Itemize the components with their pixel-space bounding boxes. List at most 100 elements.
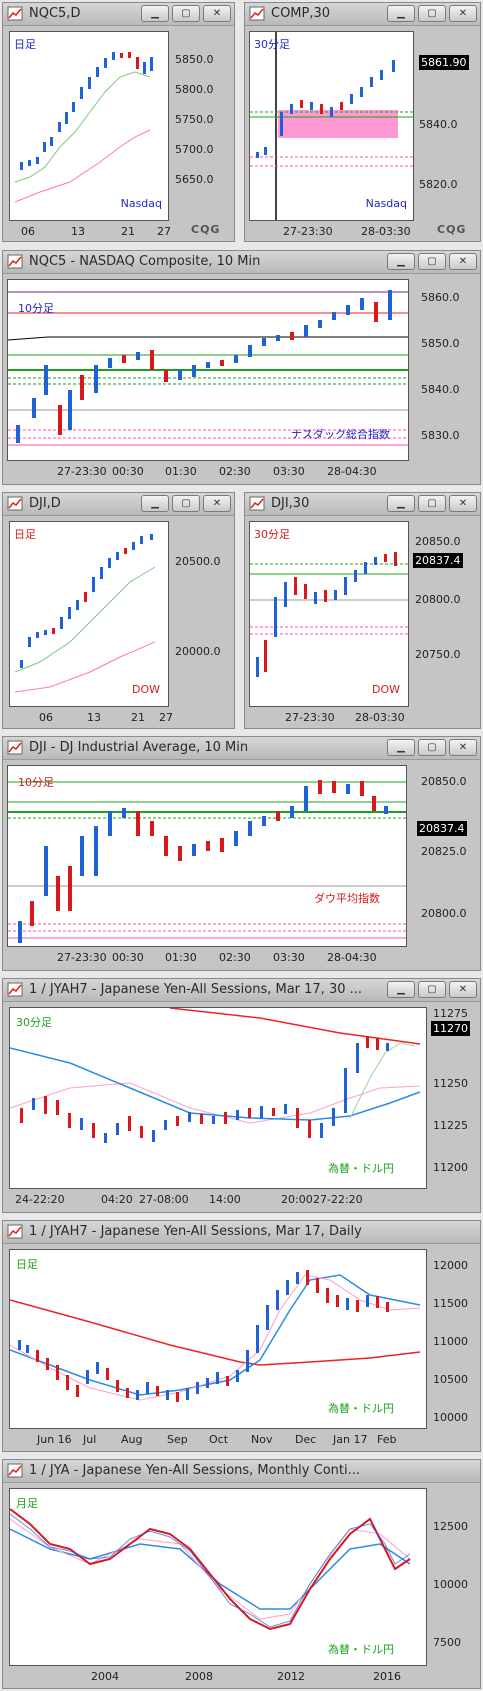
cqg-logo: CQG <box>437 223 467 236</box>
x-tick: 01:30 <box>165 951 197 964</box>
window-comp-30min[interactable]: COMP,30 ▁ ▢ ✕ <box>244 2 481 242</box>
chart-plot[interactable]: 月足 為替・ドル円 <box>9 1488 427 1666</box>
x-axis: 27-23:30 28-03:30 <box>249 223 414 241</box>
minimize-button[interactable]: ▁ <box>141 5 169 22</box>
minimize-button[interactable]: ▁ <box>141 495 169 512</box>
x-tick: 21 <box>121 225 135 238</box>
candles <box>20 52 153 170</box>
maximize-button[interactable]: ▢ <box>418 495 446 512</box>
window-jya-monthly[interactable]: 1 / JYA - Japanese Yen-All Sessions, Mon… <box>2 1459 481 1689</box>
title-bar[interactable]: NQC5,D ▁ ▢ ✕ <box>3 3 234 26</box>
window-title: 1 / JYAH7 - Japanese Yen-All Sessions, M… <box>29 982 363 997</box>
x-tick: 27 <box>157 225 171 238</box>
chart-plot[interactable]: 30分足 Nasdaq <box>249 31 414 221</box>
chart-plot[interactable]: 10分足 ナスダック総合指数 <box>7 279 409 461</box>
x-tick: 2008 <box>185 1670 213 1683</box>
window-nqc5-daily[interactable]: NQC5,D ▁ ▢ ✕ <box>2 2 235 242</box>
price-chart <box>10 1508 411 1631</box>
maximize-button[interactable]: ▢ <box>418 981 446 998</box>
y-tick: 20800.0 <box>415 593 461 606</box>
minimize-button[interactable]: ▁ <box>387 253 415 270</box>
x-tick: 20:00 <box>281 1193 313 1206</box>
maximize-button[interactable]: ▢ <box>172 5 200 22</box>
price-chart <box>250 552 408 677</box>
close-button[interactable]: ✕ <box>449 5 477 22</box>
minimize-button[interactable]: ▁ <box>387 5 415 22</box>
symbol-label: 為替・ドル円 <box>328 1402 394 1415</box>
x-tick: Dec <box>295 1433 317 1446</box>
price-chart <box>8 290 408 446</box>
window-dji-30min[interactable]: DJI,30 ▁ ▢ ✕ <box>244 492 481 729</box>
title-bar[interactable]: NQC5 - NASDAQ Composite, 10 Min ▁ ▢ ✕ <box>3 251 480 274</box>
close-button[interactable]: ✕ <box>449 253 477 270</box>
last-price: 20837.4 <box>413 553 463 568</box>
window-title: DJI - DJ Industrial Average, 10 Min <box>29 740 249 755</box>
x-tick: 27-23:30 <box>283 225 333 238</box>
symbol-label: ナスダック総合指数 <box>291 428 390 441</box>
maximize-button[interactable]: ▢ <box>172 495 200 512</box>
symbol-label: Nasdaq <box>365 197 407 210</box>
window-dji-10min[interactable]: DJI - DJ Industrial Average, 10 Min ▁ ▢ … <box>2 736 481 971</box>
close-button[interactable]: ✕ <box>203 495 231 512</box>
x-axis: 27-23:30 00:30 01:30 02:30 03:30 28-04:3… <box>7 949 407 967</box>
y-tick: 20850.0 <box>421 775 467 788</box>
y-tick: 20800.0 <box>421 907 467 920</box>
timeframe-label: 30分足 <box>254 528 290 541</box>
window-dji-daily[interactable]: DJI,D ▁ ▢ ✕ 日足 <box>2 492 235 729</box>
chart-plot[interactable]: 日足 DOW <box>9 521 169 707</box>
chart-plot[interactable]: 30分足 DOW <box>249 521 409 707</box>
y-tick: 10000 <box>433 1411 468 1424</box>
x-tick: 00:30 <box>112 951 144 964</box>
x-tick: 2016 <box>373 1670 401 1683</box>
timeframe-label: 日足 <box>14 528 36 541</box>
close-button[interactable]: ✕ <box>449 495 477 512</box>
y-tick: 11500 <box>433 1297 468 1310</box>
chart-app-icon <box>7 254 23 269</box>
y-tick: 5840.0 <box>421 383 460 396</box>
chart-plot[interactable]: 日足 Nasdaq <box>9 31 169 221</box>
price-chart <box>10 1270 421 1402</box>
y-tick: 12000 <box>433 1259 468 1272</box>
x-tick: 01:30 <box>165 465 197 478</box>
close-button[interactable]: ✕ <box>449 981 477 998</box>
x-tick: 06 <box>21 225 35 238</box>
minimize-button[interactable]: ▁ <box>387 495 415 512</box>
chart-plot[interactable]: 日足 為替・ドル円 <box>9 1249 427 1429</box>
title-bar[interactable]: 1 / JYA - Japanese Yen-All Sessions, Mon… <box>3 1460 480 1483</box>
window-jyah7-daily[interactable]: 1 / JYAH7 - Japanese Yen-All Sessions, M… <box>2 1220 481 1452</box>
x-tick: 03:30 <box>273 465 305 478</box>
title-bar[interactable]: DJI - DJ Industrial Average, 10 Min ▁ ▢ … <box>3 737 480 760</box>
last-price: 11270 <box>431 1021 470 1036</box>
title-bar[interactable]: COMP,30 ▁ ▢ ✕ <box>245 3 480 26</box>
maximize-button[interactable]: ▢ <box>418 739 446 756</box>
timeframe-label: 日足 <box>16 1258 38 1271</box>
close-button[interactable]: ✕ <box>449 739 477 756</box>
close-button[interactable]: ✕ <box>203 5 231 22</box>
cqg-logo: CQG <box>191 223 221 236</box>
last-price: 20837.4 <box>417 821 467 836</box>
y-tick: 11250 <box>433 1077 468 1090</box>
title-bar[interactable]: DJI,D ▁ ▢ ✕ <box>3 493 234 516</box>
y-tick: 20825.0 <box>421 845 467 858</box>
title-bar[interactable]: 1 / JYAH7 - Japanese Yen-All Sessions, M… <box>3 1221 480 1244</box>
window-title: COMP,30 <box>271 6 331 21</box>
window-jyah7-30min[interactable]: 1 / JYAH7 - Japanese Yen-All Sessions, M… <box>2 978 481 1213</box>
minimize-button[interactable]: ▁ <box>387 739 415 756</box>
x-tick: 24-22:20 <box>15 1193 65 1206</box>
window-nqc5-10min[interactable]: NQC5 - NASDAQ Composite, 10 Min ▁ ▢ ✕ <box>2 250 481 485</box>
x-tick: 28-04:30 <box>327 951 377 964</box>
minimize-button[interactable]: ▁ <box>387 981 415 998</box>
symbol-label: Nasdaq <box>120 197 162 210</box>
x-tick: Oct <box>209 1433 229 1446</box>
title-bar[interactable]: 1 / JYAH7 - Japanese Yen-All Sessions, M… <box>3 979 480 1002</box>
x-tick: 28-04:30 <box>327 465 377 478</box>
last-price: 5861.90 <box>419 55 469 70</box>
symbol-label: DOW <box>371 683 400 696</box>
maximize-button[interactable]: ▢ <box>418 5 446 22</box>
chart-plot[interactable]: 30分足 為替・ドル円 <box>9 1007 427 1189</box>
title-bar[interactable]: DJI,30 ▁ ▢ ✕ <box>245 493 480 516</box>
chart-plot[interactable]: 10分足 ダウ平均指数 <box>7 765 407 947</box>
maximize-button[interactable]: ▢ <box>418 253 446 270</box>
y-tick: 5750.0 <box>175 113 214 126</box>
y-tick: 20500.0 <box>175 555 221 568</box>
